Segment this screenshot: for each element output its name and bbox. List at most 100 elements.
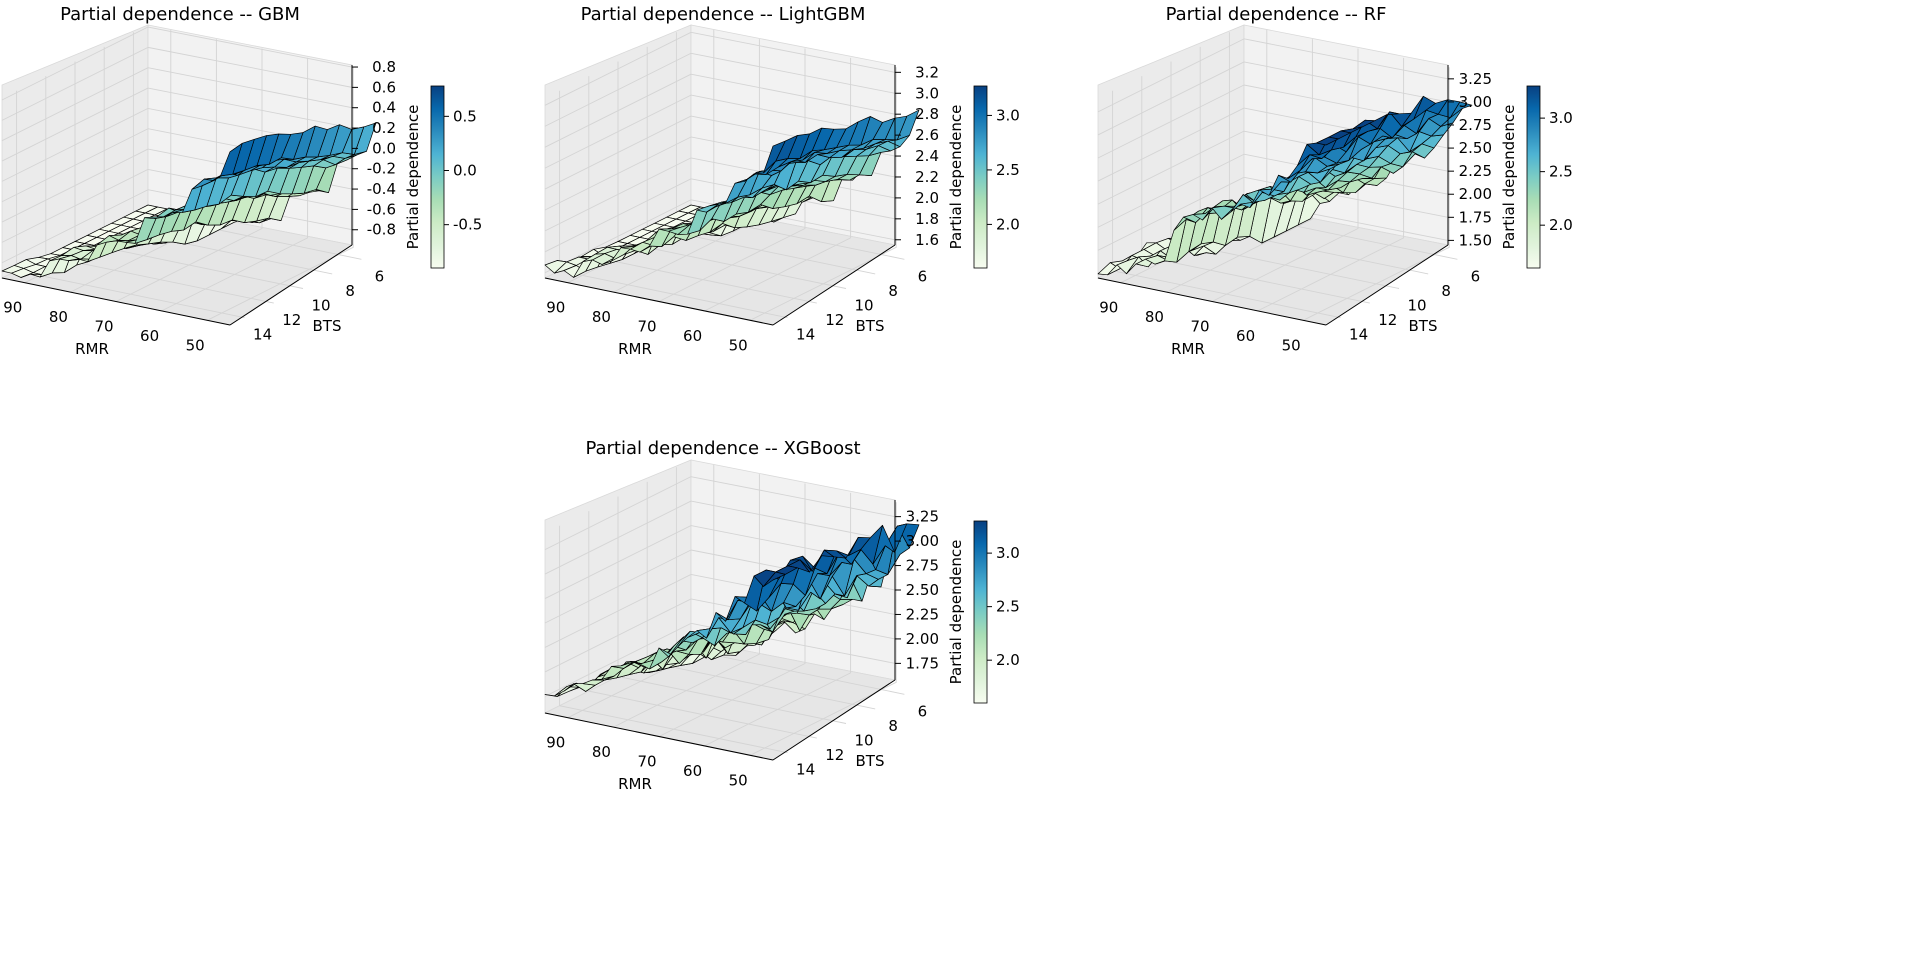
grid-lines — [544, 29, 905, 321]
z-tick-label: 2.25 — [906, 605, 939, 623]
axes-3d: 90 80 70 60 50 6 8 10 12 14 3.2 3.0 2.8 2.6 2.4 2.2 2.0 1… — [543, 24, 939, 358]
y-tick-label: 8 — [1441, 282, 1451, 300]
y-tick-label: 10 — [854, 732, 873, 750]
x-tick-label: 80 — [1145, 308, 1164, 326]
z-tick-label: 3.00 — [906, 532, 939, 550]
z-tick-label: 1.75 — [1459, 208, 1492, 226]
colorbar-tick-label: 3.0 — [996, 544, 1020, 562]
colorbar-tick-label: 2.0 — [1549, 216, 1573, 234]
colorbar-tick-label: 2.5 — [1549, 163, 1573, 181]
x-axis-label: RMR — [618, 775, 652, 793]
chart-title: Partial dependence -- XGBoost — [585, 438, 860, 459]
colorbar-gradient — [1526, 85, 1541, 269]
colorbar: 3.0 2.5 2.0 Partial dependence — [1500, 85, 1573, 269]
grid-lines — [1097, 29, 1458, 321]
y-tick-label: 6 — [918, 702, 928, 720]
colorbar-gradient — [973, 85, 988, 269]
x-grid-line — [704, 57, 852, 312]
y-tick-label: 14 — [1349, 326, 1368, 344]
x-tick-label: 50 — [1282, 336, 1301, 354]
x-axis-line — [544, 712, 774, 761]
z-tick-label: -0.4 — [367, 180, 396, 198]
z-tick-label: 0.6 — [372, 78, 396, 96]
y-tick-label: 14 — [253, 326, 272, 344]
colorbar-tick-label: 2.5 — [996, 598, 1020, 616]
y-tick-label: 6 — [375, 267, 385, 285]
y-axis-line — [772, 679, 896, 761]
z-tick-label: 1.8 — [915, 210, 939, 228]
y-grid-line — [588, 511, 817, 739]
colorbar-tick-label: 0.5 — [453, 107, 477, 125]
x-axis-line — [1097, 277, 1327, 326]
x-tick-label: 50 — [729, 336, 748, 354]
colorbar-label: Partial dependence — [404, 105, 422, 250]
x-tick-label: 70 — [94, 318, 113, 336]
x-tick-label: 60 — [140, 327, 159, 345]
z-tick-label: 2.00 — [1459, 185, 1492, 203]
x-grid-line — [161, 57, 309, 312]
z-tick-label: 3.2 — [915, 63, 939, 81]
z-tick-label: 1.50 — [1459, 231, 1492, 249]
y-tick-label: 10 — [1407, 297, 1426, 315]
colorbar-gradient — [430, 85, 445, 269]
surface-cell — [763, 571, 786, 587]
x-tick-label: 90 — [3, 299, 22, 317]
y-tick-label: 12 — [825, 746, 844, 764]
z-tick-label: 2.75 — [1459, 116, 1492, 134]
z-tick-label: 3.25 — [906, 508, 939, 526]
z-tick-label: 2.4 — [915, 147, 939, 165]
z-tick-label: -0.6 — [367, 200, 396, 218]
z-tick-label: 3.25 — [1459, 70, 1492, 88]
chart-title: Partial dependence -- GBM — [60, 4, 300, 25]
x-tick-label: 70 — [637, 753, 656, 771]
z-tick-label: 3.0 — [915, 84, 939, 102]
surface — [544, 523, 920, 697]
z-tick-label: 2.50 — [1459, 139, 1492, 157]
x-grid-line — [613, 474, 760, 728]
x-tick-label: 70 — [637, 318, 656, 336]
panel-rf: Partial dependence -- RF 90 80 70 60 50 6 8 10 1… — [1096, 4, 1573, 358]
z-tick-label: 2.25 — [1459, 162, 1492, 180]
colorbar-tick-label: 3.0 — [996, 106, 1020, 124]
z-tick-label: 2.2 — [915, 168, 939, 186]
x-tick-label: 60 — [683, 762, 702, 780]
z-tick-label: 1.75 — [906, 654, 939, 672]
y-tick-label: 10 — [854, 297, 873, 315]
y-tick-label: 14 — [796, 761, 815, 779]
y-tick-label: 6 — [1471, 267, 1481, 285]
surface-cell — [763, 140, 786, 174]
z-tick-label: 2.75 — [906, 557, 939, 575]
x-tick-label: 50 — [729, 771, 748, 789]
x-tick-label: 80 — [592, 743, 611, 761]
colorbar: 0.5 0.0 -0.5 Partial dependence — [404, 85, 482, 269]
axes-3d: 90 80 70 60 50 6 8 10 12 14 3.25 3.00 2.75 2.50 2.25 2.… — [1096, 24, 1492, 358]
x-grid-line — [206, 67, 354, 321]
x-axis-label: RMR — [75, 340, 109, 358]
surface — [1097, 95, 1473, 276]
colorbar-tick-label: 0.0 — [453, 162, 477, 180]
x-axis-label: RMR — [1171, 340, 1205, 358]
x-grid-line — [658, 483, 806, 737]
y-tick-label: 8 — [888, 282, 898, 300]
x-tick-label: 60 — [1236, 327, 1255, 345]
z-tick-label: 2.8 — [915, 105, 939, 123]
z-tick-label: 2.0 — [915, 189, 939, 207]
x-tick-label: 90 — [546, 299, 565, 317]
x-tick-label: 90 — [1099, 299, 1118, 317]
colorbar-tick-label: -0.5 — [453, 216, 482, 234]
surface-cell — [220, 142, 243, 177]
x-tick-label: 70 — [1190, 318, 1209, 336]
colorbar-tick-label: 2.0 — [996, 651, 1020, 669]
z-tick-label: -0.8 — [367, 221, 396, 239]
z-tick-label: 0.8 — [372, 58, 396, 76]
chart-title: Partial dependence -- LightGBM — [581, 4, 866, 25]
z-tick-label: 1.6 — [915, 231, 939, 249]
x-tick-label: 50 — [186, 336, 205, 354]
colorbar: 3.0 2.5 2.0 Partial dependence — [947, 520, 1020, 704]
x-tick-label: 80 — [49, 308, 68, 326]
x-grid-line — [658, 48, 806, 302]
colorbar-label: Partial dependence — [1500, 105, 1518, 250]
y-tick-label: 14 — [796, 326, 815, 344]
colorbar-tick-label: 2.5 — [996, 161, 1020, 179]
